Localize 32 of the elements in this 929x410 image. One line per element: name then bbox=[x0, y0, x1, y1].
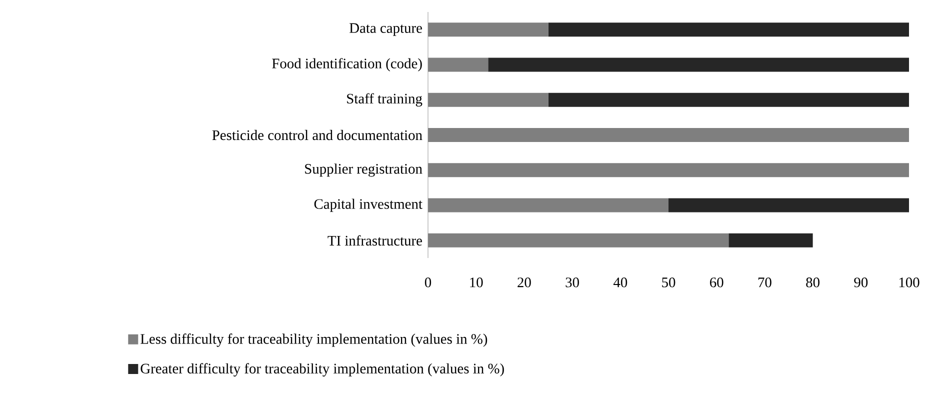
y-tick-label: TI infrastructure bbox=[328, 235, 422, 246]
bar bbox=[428, 233, 729, 248]
bar bbox=[428, 128, 910, 142]
y-tick-label: Supplier registration bbox=[305, 164, 422, 177]
x-tick-label: 10 bbox=[470, 278, 483, 288]
x-tick-label: 50 bbox=[662, 278, 676, 288]
bar bbox=[428, 198, 669, 212]
y-tick-label: Staff training bbox=[347, 93, 422, 107]
bar bbox=[428, 163, 910, 178]
bar bbox=[668, 198, 910, 212]
y-tick-label: Capital investment bbox=[314, 198, 422, 212]
y-tick-label: Pesticide control and documentation bbox=[212, 130, 422, 140]
x-tick-label: 40 bbox=[613, 278, 628, 288]
y-tick-label: Data capture bbox=[350, 23, 422, 36]
x-tick-label: 30 bbox=[566, 278, 579, 288]
bar bbox=[428, 58, 488, 72]
x-tick-label: 20 bbox=[518, 278, 531, 288]
legend-label: Less difficulty for traceability implementation (values in %) bbox=[140, 334, 488, 347]
bar bbox=[548, 22, 910, 37]
bar bbox=[488, 58, 910, 72]
bar bbox=[428, 22, 548, 37]
y-tick-label: Food identification (code) bbox=[272, 58, 422, 72]
bar bbox=[428, 92, 548, 107]
x-tick-label: 0 bbox=[424, 278, 432, 288]
x-tick-label: 90 bbox=[854, 278, 868, 288]
bar bbox=[548, 92, 910, 107]
x-tick-label: 80 bbox=[806, 278, 820, 288]
x-tick-label: 100 bbox=[899, 278, 920, 288]
x-tick-label: 70 bbox=[758, 278, 772, 288]
x-tick-label: 60 bbox=[710, 278, 724, 288]
bar bbox=[728, 233, 813, 248]
legend-label: Greater difficulty for traceability implementation (values in %) bbox=[140, 363, 504, 376]
